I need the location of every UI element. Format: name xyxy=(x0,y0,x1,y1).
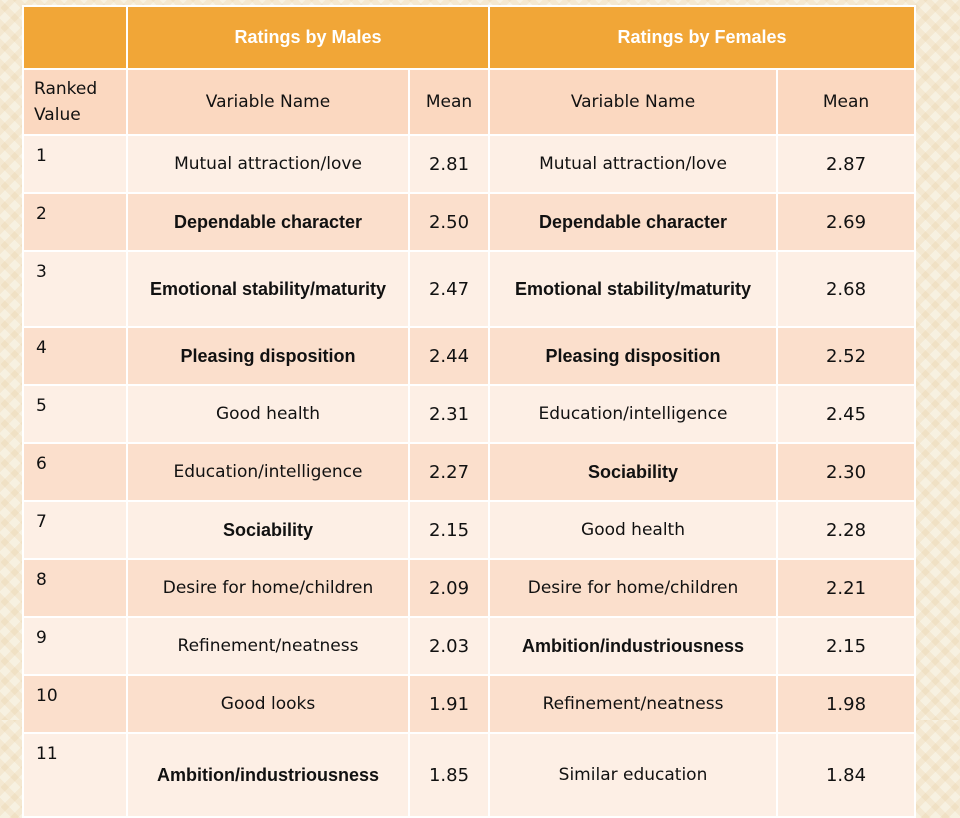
table-row: 6 Education/intelligence 2.27 Sociabilit… xyxy=(22,442,917,502)
male-variable-cell: Mutual attraction/love xyxy=(126,134,410,194)
header-males: Ratings by Males xyxy=(125,5,491,70)
col-mean-males: Mean xyxy=(407,68,491,136)
col-variable-name-females: Variable Name xyxy=(488,68,779,136)
col-ranked-value: Ranked Value xyxy=(22,68,128,136)
male-variable-cell: Dependable character xyxy=(126,192,410,252)
female-variable-cell: Emotional stability/maturity xyxy=(488,250,779,328)
rank-cell: 5 xyxy=(22,384,128,444)
subheader-row: Ranked Value Variable Name Mean Variable… xyxy=(22,68,917,136)
rank-cell: 11 xyxy=(22,732,128,818)
female-mean-cell: 1.98 xyxy=(776,674,917,734)
rank-cell: 8 xyxy=(22,558,128,618)
male-variable-cell: Desire for home/children xyxy=(126,558,410,618)
table-row: 3 Emotional stability/maturity 2.47 Emot… xyxy=(22,250,917,328)
header-females: Ratings by Females xyxy=(488,5,917,70)
male-variable-cell: Pleasing disposition xyxy=(126,326,410,386)
table-row: 2 Dependable character 2.50 Dependable c… xyxy=(22,192,917,252)
col-variable-name-males: Variable Name xyxy=(126,68,410,136)
table-row: 5 Good health 2.31 Education/intelligenc… xyxy=(22,384,917,444)
male-variable-cell: Refinement/neatness xyxy=(126,616,410,676)
header-row: Ratings by Males Ratings by Females xyxy=(22,5,917,70)
rank-cell: 6 xyxy=(22,442,128,502)
male-mean-cell: 2.27 xyxy=(407,442,491,502)
table-row: 7 Sociability 2.15 Good health 2.28 xyxy=(22,500,917,560)
col-mean-females: Mean xyxy=(776,68,917,136)
female-variable-cell: Refinement/neatness xyxy=(488,674,779,734)
male-variable-cell: Good health xyxy=(126,384,410,444)
header-blank-cell xyxy=(22,5,128,70)
female-variable-cell: Dependable character xyxy=(488,192,779,252)
female-variable-cell: Education/intelligence xyxy=(488,384,779,444)
rank-cell: 4 xyxy=(22,326,128,386)
female-mean-cell: 2.87 xyxy=(776,134,917,194)
rank-cell: 2 xyxy=(22,192,128,252)
male-variable-cell: Education/intelligence xyxy=(126,442,410,502)
female-variable-cell: Good health xyxy=(488,500,779,560)
female-mean-cell: 2.28 xyxy=(776,500,917,560)
male-mean-cell: 2.44 xyxy=(407,326,491,386)
male-mean-cell: 2.09 xyxy=(407,558,491,618)
table-row: 10 Good looks 1.91 Refinement/neatness 1… xyxy=(22,674,917,734)
female-mean-cell: 1.84 xyxy=(776,732,917,818)
rank-cell: 10 xyxy=(22,674,128,734)
female-mean-cell: 2.69 xyxy=(776,192,917,252)
table-row: 11 Ambition/industriousness 1.85 Similar… xyxy=(22,732,917,818)
ratings-table: Ratings by Males Ratings by Females Rank… xyxy=(22,5,917,818)
rank-cell: 1 xyxy=(22,134,128,194)
male-variable-cell: Sociability xyxy=(126,500,410,560)
female-mean-cell: 2.45 xyxy=(776,384,917,444)
male-mean-cell: 2.47 xyxy=(407,250,491,328)
male-mean-cell: 2.03 xyxy=(407,616,491,676)
rank-cell: 7 xyxy=(22,500,128,560)
male-variable-cell: Good looks xyxy=(126,674,410,734)
female-mean-cell: 2.15 xyxy=(776,616,917,676)
male-variable-cell: Ambition/industriousness xyxy=(126,732,410,818)
male-mean-cell: 2.31 xyxy=(407,384,491,444)
female-mean-cell: 2.21 xyxy=(776,558,917,618)
female-mean-cell: 2.68 xyxy=(776,250,917,328)
table-row: 8 Desire for home/children 2.09 Desire f… xyxy=(22,558,917,618)
male-variable-cell: Emotional stability/maturity xyxy=(126,250,410,328)
table-row: 1 Mutual attraction/love 2.81 Mutual att… xyxy=(22,134,917,194)
ratings-table-container: Ratings by Males Ratings by Females Rank… xyxy=(22,5,917,818)
table-row: 9 Refinement/neatness 2.03 Ambition/indu… xyxy=(22,616,917,676)
male-mean-cell: 1.85 xyxy=(407,732,491,818)
rank-cell: 9 xyxy=(22,616,128,676)
female-variable-cell: Ambition/industriousness xyxy=(488,616,779,676)
female-variable-cell: Sociability xyxy=(488,442,779,502)
male-mean-cell: 2.81 xyxy=(407,134,491,194)
female-variable-cell: Pleasing disposition xyxy=(488,326,779,386)
male-mean-cell: 1.91 xyxy=(407,674,491,734)
table-row: 4 Pleasing disposition 2.44 Pleasing dis… xyxy=(22,326,917,386)
female-variable-cell: Mutual attraction/love xyxy=(488,134,779,194)
female-variable-cell: Desire for home/children xyxy=(488,558,779,618)
male-mean-cell: 2.15 xyxy=(407,500,491,560)
female-mean-cell: 2.30 xyxy=(776,442,917,502)
female-variable-cell: Similar education xyxy=(488,732,779,818)
female-mean-cell: 2.52 xyxy=(776,326,917,386)
rank-cell: 3 xyxy=(22,250,128,328)
male-mean-cell: 2.50 xyxy=(407,192,491,252)
